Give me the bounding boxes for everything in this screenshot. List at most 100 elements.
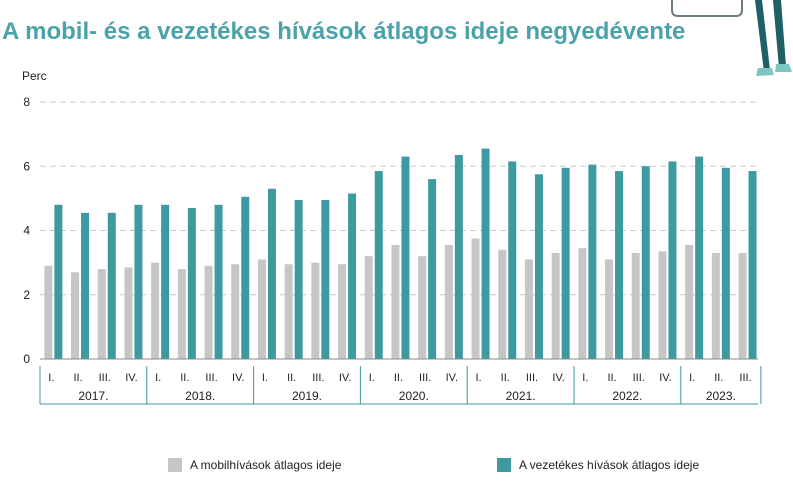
- quarter-label: III.: [312, 372, 324, 384]
- quarter-label: I.: [689, 372, 695, 384]
- bar-mobile: [71, 272, 80, 359]
- y-tick-label: 4: [23, 224, 30, 238]
- bar-landline: [267, 188, 276, 359]
- quarter-label: II.: [73, 372, 82, 384]
- bar-mobile: [177, 269, 186, 359]
- bar-landline: [374, 171, 383, 359]
- bar-mobile: [364, 256, 373, 359]
- bar-landline: [561, 167, 570, 359]
- bar-landline: [54, 204, 63, 359]
- bar-mobile: [257, 259, 266, 359]
- bar-mobile: [391, 244, 400, 359]
- y-tick-label: 0: [23, 352, 30, 366]
- quarter-label: III.: [633, 372, 645, 384]
- bar-mobile: [605, 259, 614, 359]
- year-label: 2023.: [706, 389, 736, 403]
- bar-mobile: [685, 244, 694, 359]
- y-tick-label: 2: [23, 288, 30, 302]
- quarter-label: IV.: [659, 372, 671, 384]
- quarter-label: II.: [394, 372, 403, 384]
- year-label: 2019.: [292, 389, 322, 403]
- quarter-label: III.: [205, 372, 217, 384]
- quarter-label: I.: [582, 372, 588, 384]
- quarter-label: IV.: [446, 372, 458, 384]
- bar-landline: [641, 166, 650, 359]
- y-axis-label: Perc: [22, 69, 47, 83]
- legend-label-mobile: A mobilhívások átlagos ideje: [190, 458, 342, 472]
- quarter-label: IV.: [339, 372, 351, 384]
- quarter-label: IV.: [552, 372, 564, 384]
- bar-mobile: [711, 252, 720, 359]
- y-tick-label: 8: [23, 95, 30, 109]
- bar-landline: [294, 199, 303, 359]
- bar-landline: [721, 167, 730, 359]
- year-label: 2018.: [185, 389, 215, 403]
- quarter-label: IV.: [232, 372, 244, 384]
- bar-mobile: [498, 249, 507, 359]
- bar-landline: [454, 155, 463, 359]
- legend-item-landline: A vezetékes hívások átlagos ideje: [497, 458, 699, 472]
- bar-mobile: [97, 269, 106, 359]
- bar-mobile: [471, 238, 480, 359]
- bar-landline: [134, 204, 143, 359]
- bar-landline: [668, 161, 677, 359]
- bar-landline: [241, 196, 250, 359]
- year-label: 2017.: [78, 389, 108, 403]
- quarter-label: II.: [287, 372, 296, 384]
- bar-landline: [508, 161, 517, 359]
- bar-mobile: [231, 264, 240, 359]
- bar-landline: [187, 208, 196, 359]
- bar-mobile: [578, 248, 587, 359]
- bar-mobile: [338, 264, 347, 359]
- quarter-label: III.: [739, 372, 751, 384]
- quarter-label: I.: [369, 372, 375, 384]
- quarter-label: I.: [155, 372, 161, 384]
- bar-landline: [214, 204, 223, 359]
- chart-title: A mobil- és a vezetékes hívások átlagos …: [2, 18, 686, 45]
- year-label: 2020.: [399, 389, 429, 403]
- bar-mobile: [738, 252, 747, 359]
- bars: [44, 148, 757, 359]
- bar-mobile: [311, 262, 320, 359]
- bar-landline: [588, 164, 597, 359]
- bar-landline: [348, 193, 357, 359]
- bar-mobile: [524, 259, 533, 359]
- y-tick-label: 6: [23, 159, 30, 173]
- quarter-label: I.: [262, 372, 268, 384]
- bar-mobile: [124, 267, 133, 359]
- quarter-label: I.: [475, 372, 481, 384]
- quarter-label: I.: [48, 372, 54, 384]
- bar-mobile: [631, 252, 640, 359]
- quarter-label: IV.: [125, 372, 137, 384]
- bar-landline: [748, 171, 757, 359]
- bar-landline: [534, 174, 543, 359]
- quarter-label: II.: [501, 372, 510, 384]
- x-axis: I. II. III. IV. I. II. III. IV. I. II. III. IV. I. II…: [39, 358, 762, 405]
- legend-swatch-mobile: [168, 458, 182, 472]
- bar-landline: [428, 179, 437, 359]
- bar-mobile: [418, 256, 427, 359]
- bar-mobile: [444, 244, 453, 359]
- bar-landline: [321, 199, 330, 359]
- quarter-label: II.: [607, 372, 616, 384]
- quarter-label: II.: [714, 372, 723, 384]
- bar-landline: [107, 212, 116, 359]
- year-label: 2022.: [612, 389, 642, 403]
- bar-mobile: [204, 265, 213, 359]
- bar-landline: [481, 148, 490, 359]
- bar-landline: [615, 171, 624, 359]
- bar-mobile: [284, 264, 293, 359]
- bar-mobile: [44, 265, 53, 359]
- quarter-label: III.: [419, 372, 431, 384]
- quarter-label: II.: [180, 372, 189, 384]
- bar-mobile: [551, 252, 560, 359]
- quarter-label: III.: [99, 372, 111, 384]
- quarter-label: III.: [526, 372, 538, 384]
- legend-swatch-landline: [497, 458, 511, 472]
- bar-landline: [81, 212, 90, 359]
- y-tick-labels: 0 2 4 6 8: [23, 95, 30, 366]
- legend-item-mobile: A mobilhívások átlagos ideje: [168, 458, 341, 472]
- legend-label-landline: A vezetékes hívások átlagos ideje: [519, 458, 700, 472]
